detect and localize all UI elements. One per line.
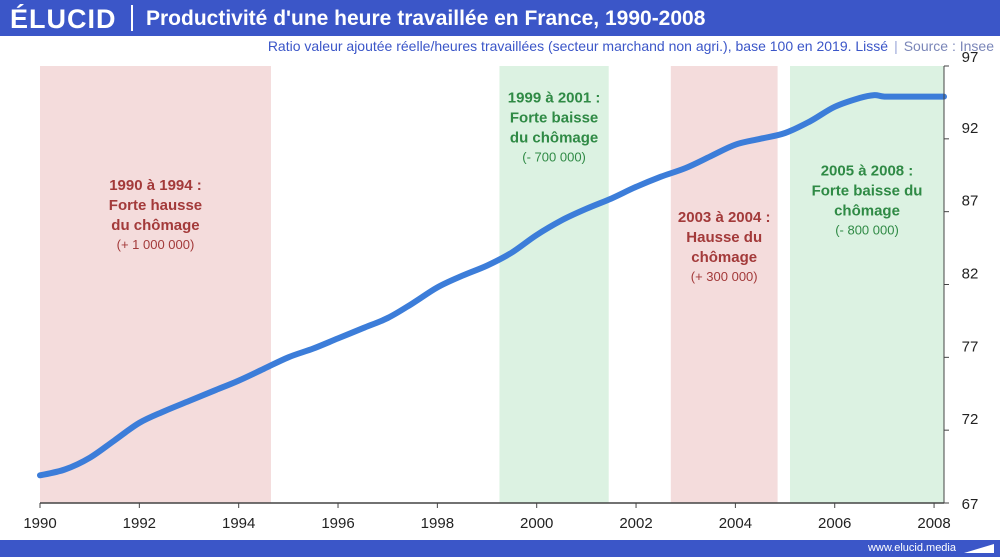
x-tick-label-1998: 1998	[421, 515, 454, 532]
x-tick-label-1996: 1996	[321, 515, 354, 532]
band-1	[40, 66, 271, 503]
subtitle-row: Ratio valeur ajoutée réelle/heures trava…	[268, 38, 994, 54]
series-line-1	[37, 92, 947, 479]
band-4	[790, 66, 944, 503]
band-labels-layer: 1990 à 1994 : Forte hausse du chômage (+ 1 …	[109, 89, 923, 283]
header-bar: ÉLUCID Productivité d'une heure travaill…	[0, 0, 1000, 36]
x-tick-label-2008: 2008	[917, 515, 950, 532]
x-tick-label-2006: 2006	[818, 515, 851, 532]
elucid-mark-icon	[964, 544, 994, 553]
band-4-title-line-1: 2005 à 2008 :	[821, 162, 914, 179]
band-3	[670, 66, 778, 503]
band-4-subtitle: (- 800 000)	[835, 222, 899, 237]
band-2	[499, 66, 609, 503]
line-layer	[37, 92, 947, 479]
band-1-title-line-3: du chômage	[111, 217, 199, 234]
source-note: Source : Insee	[903, 38, 994, 54]
y-tick-label-92: 92	[962, 120, 979, 137]
x-tick-label-2002: 2002	[619, 515, 652, 532]
x-tick-label-2000: 2000	[520, 515, 553, 532]
y-tick-label-67: 67	[962, 496, 979, 513]
y-tick-label-87: 87	[962, 193, 979, 210]
footer-url[interactable]: www.elucid.media	[867, 542, 956, 554]
band-2-title-line-2: Forte baisse	[510, 109, 598, 126]
y-tick-label-97: 97	[962, 49, 979, 66]
band-3-subtitle: (+ 300 000)	[691, 269, 758, 284]
band-1-title-line-2: Forte hausse	[109, 197, 202, 214]
y-tick-label-72: 72	[962, 411, 979, 428]
band-2-subtitle: (- 700 000)	[522, 149, 586, 164]
header-divider	[131, 5, 133, 31]
band-1-title-line-1: 1990 à 1994 :	[109, 177, 202, 194]
band-3-title-line-1: 2003 à 2004 :	[678, 209, 771, 226]
x-tick-label-1994: 1994	[222, 515, 255, 532]
chart-svg: 1990 à 1994 : Forte hausse du chômage (+ 1 …	[23, 49, 978, 532]
chart-subtitle: Ratio valeur ajoutée réelle/heures trava…	[267, 38, 889, 54]
elucid-logo: ÉLUCID	[10, 4, 117, 34]
chart-title: Productivité d'une heure travaillée en F…	[146, 7, 706, 30]
y-tick-label-77: 77	[962, 338, 979, 355]
y-tick-label-82: 82	[962, 266, 979, 283]
x-tick-label-1992: 1992	[123, 515, 156, 532]
x-tick-label-2004: 2004	[719, 515, 752, 532]
axis-layer: 1990 1992 1994 1996 1998 2000 2002 2004 2006 2008…	[23, 49, 978, 532]
bands-layer	[40, 66, 944, 503]
band-1-subtitle: (+ 1 000 000)	[117, 237, 195, 252]
band-3-title-line-2: Hausse du	[686, 229, 762, 246]
subtitle-separator: |	[894, 38, 898, 54]
band-2-title-line-1: 1999 à 2001 :	[508, 89, 601, 106]
band-4-title-line-3: chômage	[834, 202, 900, 219]
x-tick-label-1990: 1990	[23, 515, 56, 532]
band-4-title-line-2: Forte baisse du	[812, 182, 923, 199]
band-3-title-line-3: chômage	[691, 249, 757, 266]
band-2-title-line-3: du chômage	[510, 129, 598, 146]
